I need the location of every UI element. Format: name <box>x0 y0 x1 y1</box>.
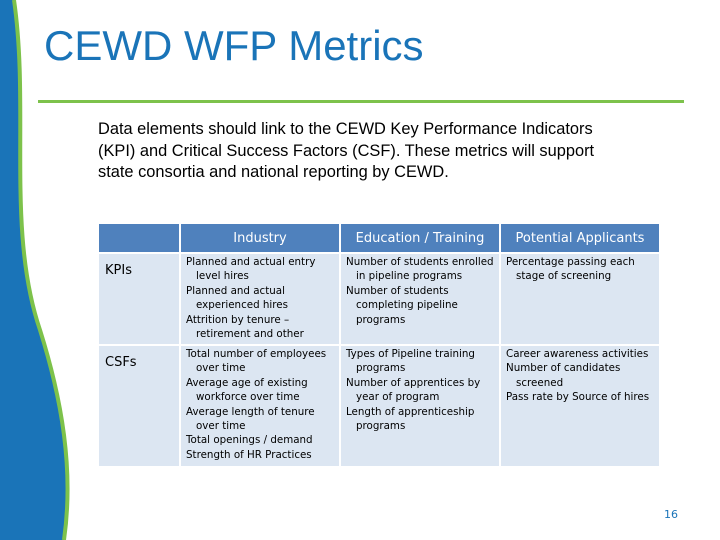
list-item: Average age of existing workforce over t… <box>186 376 308 404</box>
header-education-training: Education / Training <box>339 222 501 254</box>
metrics-table: Industry Education / Training Potential … <box>97 222 661 468</box>
list-item: Number of students completing pipeline p… <box>346 284 458 326</box>
header-potential-applicants: Potential Applicants <box>499 222 661 254</box>
table-row-csfs: CSFs Total number of employees over time… <box>97 344 661 468</box>
header-industry: Industry <box>179 222 341 254</box>
list-item: Number of apprentices by year of program <box>346 376 481 404</box>
list-item: Pass rate by Source of hires <box>506 391 650 404</box>
list-item: Length of apprenticeship programs <box>346 405 475 433</box>
list-item: Average length of tenure over time <box>186 405 315 433</box>
csfs-applicants-cell: Career awareness activities Number of ca… <box>499 344 661 468</box>
blue-wave-band <box>0 0 68 540</box>
csfs-education-cell: Types of Pipeline training programs Numb… <box>339 344 501 468</box>
green-wave-line <box>12 0 70 540</box>
list-item: Attrition by tenure – retirement and oth… <box>186 313 304 341</box>
list-item: Career awareness activities <box>506 348 649 360</box>
list-item: Percentage passing each stage of screeni… <box>506 256 635 283</box>
list-item: Total number of employees over time <box>186 348 327 375</box>
kpis-industry-cell: Planned and actual entry level hires Pla… <box>179 252 341 346</box>
list-item: Types of Pipeline training programs <box>346 348 475 375</box>
kpis-applicants-cell: Percentage passing each stage of screeni… <box>499 252 661 346</box>
row-label-csfs: CSFs <box>97 344 181 468</box>
slide-title: CEWD WFP Metrics <box>44 22 424 69</box>
table-row-kpis: KPIs Planned and actual entry level hire… <box>97 252 661 346</box>
list-item: Number of candidates screened <box>506 362 621 389</box>
table-header-row: Industry Education / Training Potential … <box>97 222 661 254</box>
header-corner <box>97 222 181 254</box>
list-item: Planned and actual entry level hires <box>186 256 316 283</box>
csfs-industry-cell: Total number of employees over time Aver… <box>179 344 341 468</box>
intro-paragraph: Data elements should link to the CEWD Ke… <box>98 120 595 181</box>
list-item: Number of students enrolled in pipeline … <box>346 256 494 283</box>
kpis-education-cell: Number of students enrolled in pipeline … <box>339 252 501 346</box>
row-label-kpis: KPIs <box>97 252 181 346</box>
title-underline <box>38 100 684 103</box>
list-item: Strength of HR Practices <box>186 448 312 461</box>
list-item: Total openings / demand <box>186 434 313 447</box>
page-number: 16 <box>664 508 678 521</box>
list-item: Planned and actual experienced hires <box>186 284 288 312</box>
